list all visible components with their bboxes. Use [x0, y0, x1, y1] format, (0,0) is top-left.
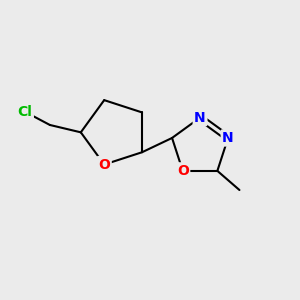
Text: N: N — [194, 111, 206, 124]
Text: Cl: Cl — [17, 105, 32, 119]
Text: O: O — [98, 158, 110, 172]
Text: O: O — [177, 164, 189, 178]
Text: N: N — [222, 131, 234, 145]
